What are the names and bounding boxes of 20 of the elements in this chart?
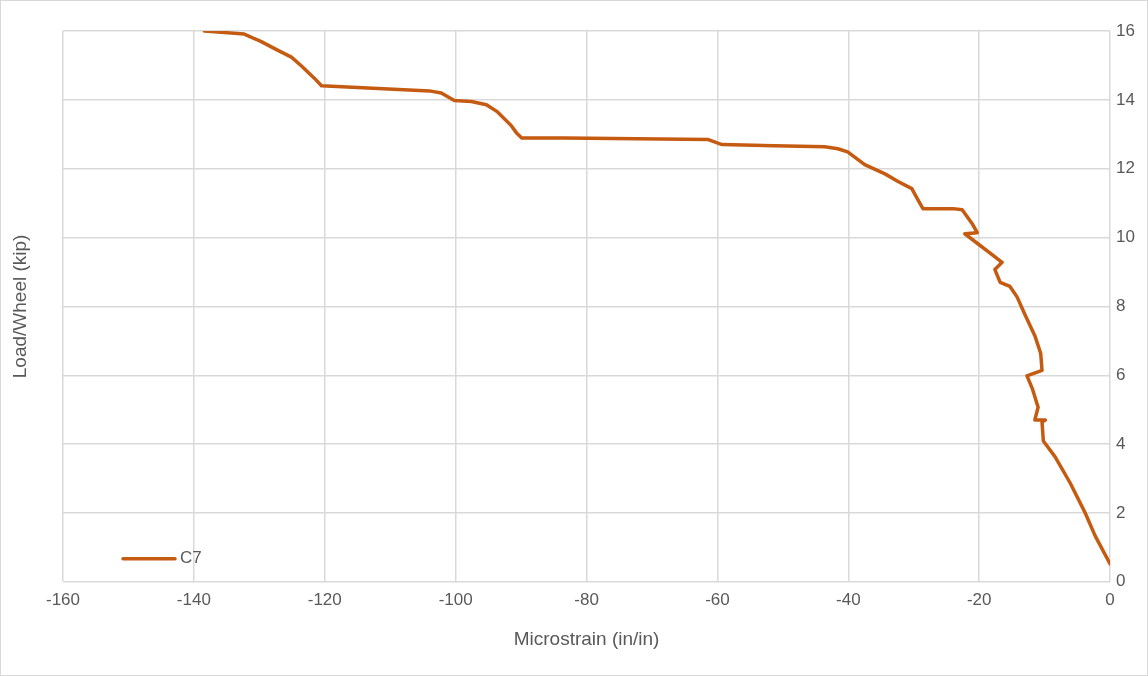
y-tick-label: 2 (1116, 502, 1126, 522)
x-tick-label: -40 (836, 589, 861, 609)
legend-label: C7 (180, 548, 202, 568)
x-tick-label: -120 (307, 589, 342, 609)
x-tick-label: -140 (176, 589, 211, 609)
x-tick-label: -60 (705, 589, 730, 609)
y-tick-label: 16 (1116, 20, 1136, 40)
x-tick-label: -80 (574, 589, 599, 609)
y-tick-label: 10 (1116, 227, 1136, 247)
x-tick-label: -160 (45, 589, 81, 609)
y-tick-label: 6 (1116, 364, 1126, 384)
y-tick-label: 14 (1116, 89, 1136, 109)
x-tick-label: -100 (438, 589, 473, 609)
x-axis-title: Microstrain (in/in) (513, 627, 660, 649)
y-tick-label: 4 (1116, 433, 1126, 453)
y-tick-label: 8 (1116, 296, 1126, 316)
x-tick-label: -20 (966, 589, 992, 609)
y-axis-title: Load/Wheel (kip) (9, 234, 31, 379)
y-tick-label: 0 (1116, 571, 1126, 591)
y-tick-label: 12 (1116, 158, 1136, 178)
